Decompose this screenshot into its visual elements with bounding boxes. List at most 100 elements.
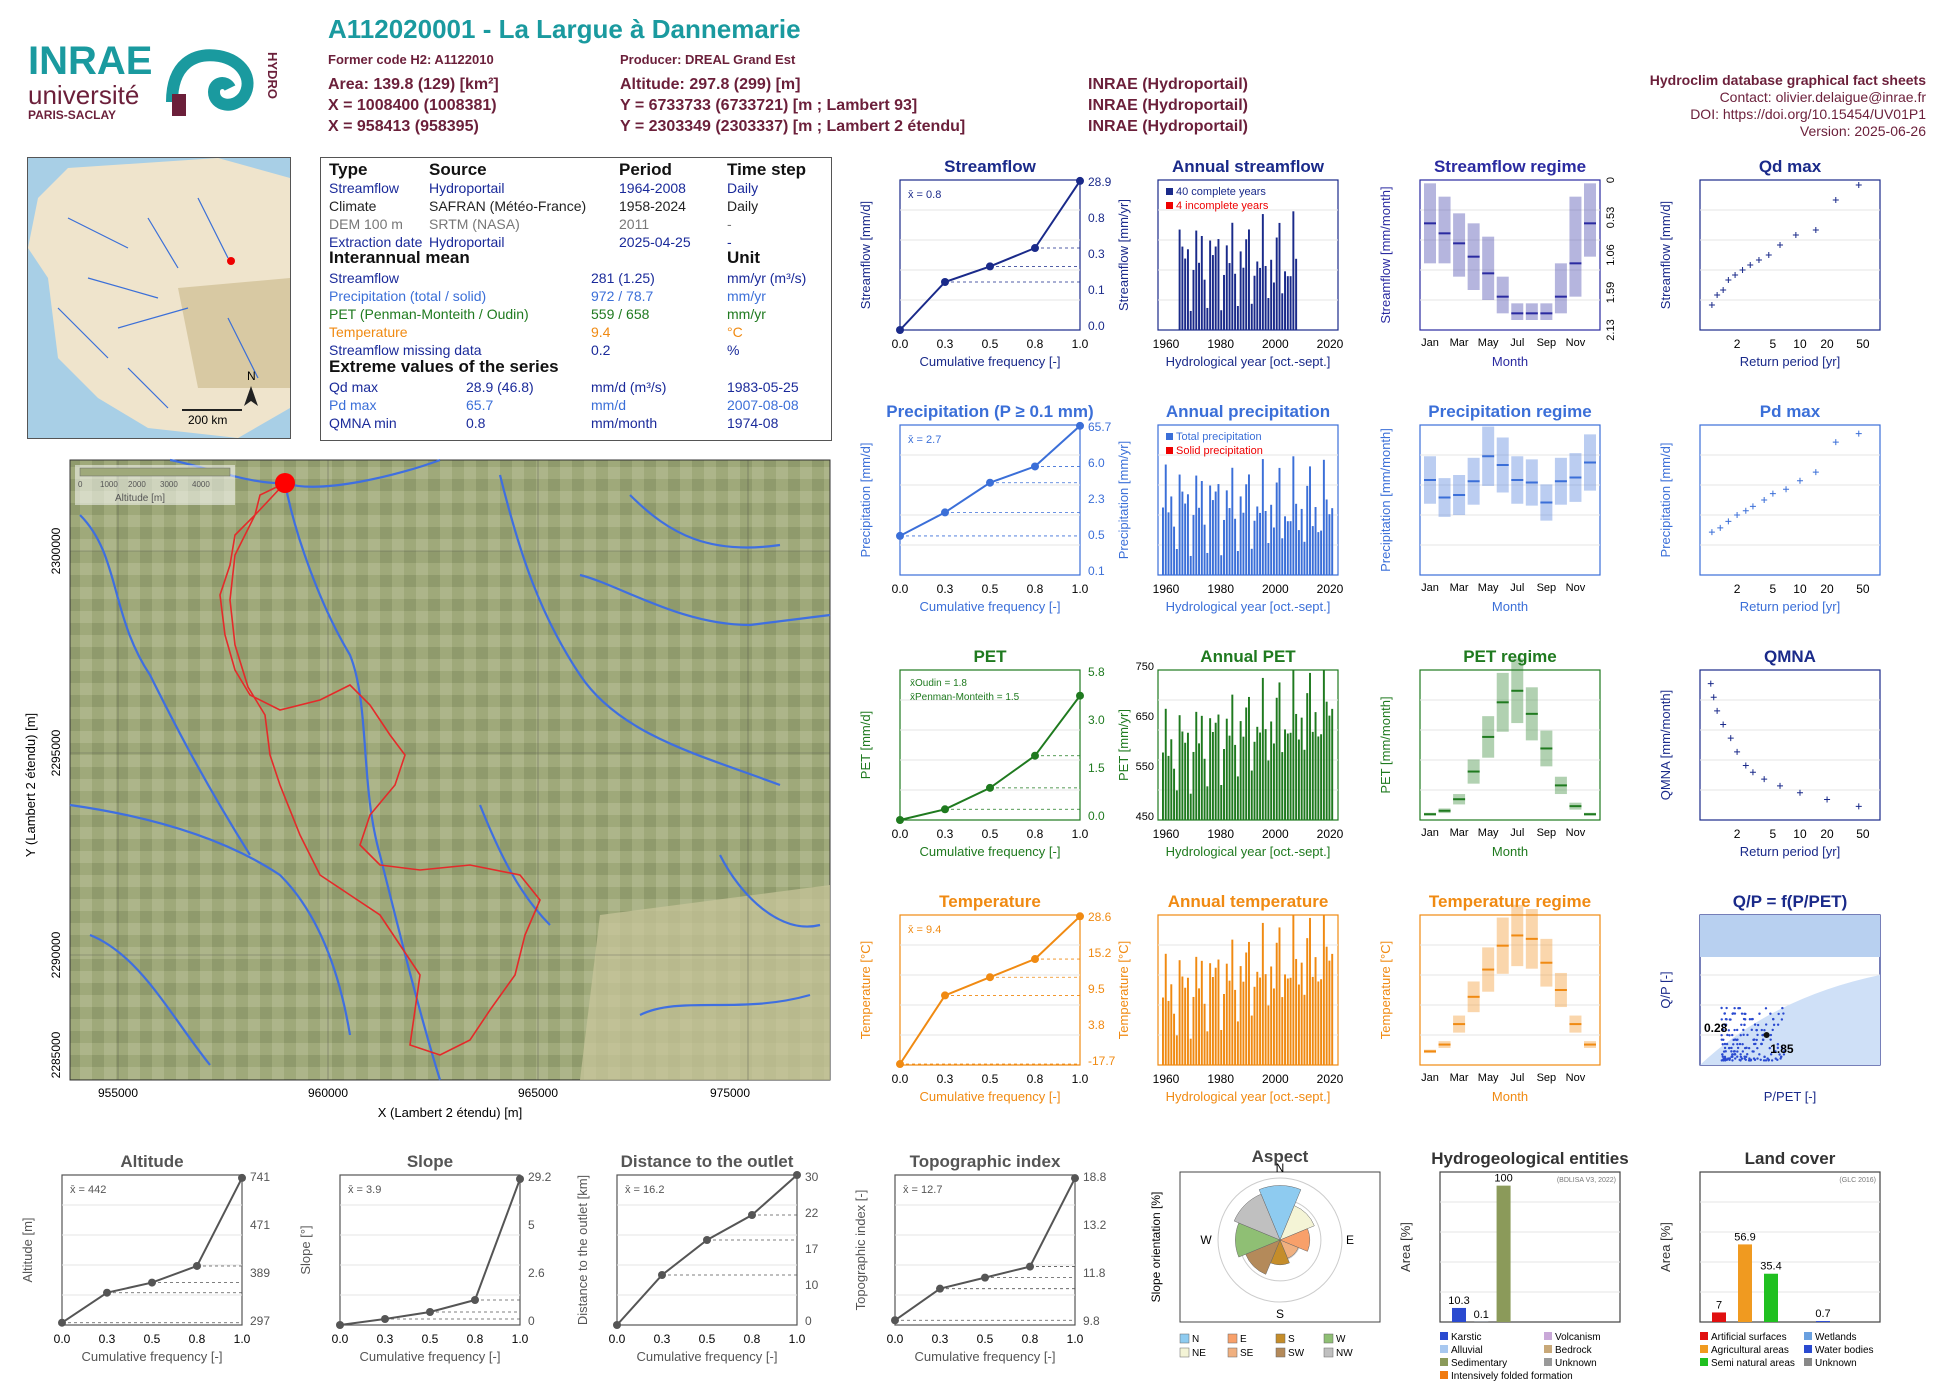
hydrogeo-legend-item: Bedrock xyxy=(1555,1345,1593,1356)
pet_regime-plot-area xyxy=(1419,669,1601,821)
temperature_regime-xtick: Mar xyxy=(1450,1072,1469,1084)
info-row-3-3: - xyxy=(727,234,732,250)
mean-row-2-1: 559 / 658 xyxy=(591,306,650,322)
info-row-0-2: 1964-2008 xyxy=(619,180,686,196)
annual_precipitation-bar xyxy=(1289,521,1292,575)
info-row-1-2: 1958-2024 xyxy=(619,198,686,214)
precipitation-right-tick: 65.7 xyxy=(1088,420,1112,434)
pd_max-chart: Pd max Precipitation [mm/d] Return period … xyxy=(1658,402,1881,614)
annual_temperature-bar xyxy=(1195,956,1198,1065)
legend-tick-4: 4000 xyxy=(192,480,210,489)
aspect-legend-item: SW xyxy=(1288,1348,1305,1359)
precipitation_regime-xtick: Nov xyxy=(1566,582,1586,594)
pd_max-xtick: 10 xyxy=(1793,582,1807,596)
aspect-legend-item: E xyxy=(1240,1334,1247,1345)
qp_f_ppet-point xyxy=(1756,1057,1759,1060)
aspect-legend-swatch xyxy=(1275,1347,1286,1358)
qd_max-point xyxy=(1714,292,1721,298)
annual_precipitation-bar xyxy=(1284,516,1287,575)
qp_f_ppet-point xyxy=(1743,1057,1746,1060)
qp_f_ppet-point xyxy=(1782,1012,1785,1015)
annual_temperature-bar xyxy=(1214,967,1217,1065)
altitude-plot-area xyxy=(61,1174,243,1326)
annual_precipitation-legend-swatch xyxy=(1166,447,1173,454)
annual_temperature-bar xyxy=(1253,986,1256,1065)
extreme-heading: Extreme values of the series xyxy=(329,357,559,376)
annual_precipitation-ylabel: Precipitation [mm/yr] xyxy=(1116,441,1131,559)
aspect-compass-label: W xyxy=(1200,1233,1212,1247)
annual_streamflow-title: Annual streamflow xyxy=(1172,157,1325,176)
aspect-sector xyxy=(1258,1185,1302,1241)
pet_regime-chart: PET regime PET [mm/month] Month Jan Mar May Ju… xyxy=(1378,647,1601,859)
streamflow-mean-label: x̄ = 0.8 xyxy=(908,189,941,201)
annual_precipitation-bar xyxy=(1173,526,1176,575)
qp_f_ppet-point xyxy=(1764,1059,1768,1062)
streamflow-xtick: 1.0 xyxy=(1072,337,1089,351)
qd_max-point xyxy=(1855,182,1862,188)
hydrogeo-legend-swatch xyxy=(1440,1371,1448,1379)
temperature-xtick: 0.5 xyxy=(982,1072,999,1086)
annual_pet-bar xyxy=(1170,739,1173,820)
annual_temperature-bar xyxy=(1311,976,1314,1065)
annual_streamflow-bar xyxy=(1284,271,1287,330)
qp_f_ppet-point xyxy=(1742,1028,1745,1032)
qp_f_ppet-point xyxy=(1746,1053,1749,1056)
inrae-text: INRAE xyxy=(28,39,153,83)
annual_precipitation-bar xyxy=(1286,521,1289,575)
annual_streamflow-bar xyxy=(1278,222,1281,330)
streamflow_regime-right-tick: 0.53 xyxy=(1605,207,1617,228)
slope-right-tick: 2.6 xyxy=(528,1266,545,1280)
qp_f_ppet-point xyxy=(1726,1033,1729,1037)
streamflow_regime-xtick: Jul xyxy=(1510,337,1524,349)
qp_f_ppet-point xyxy=(1732,1038,1735,1042)
qp_f_ppet-point xyxy=(1769,1053,1773,1056)
streamflow-plot-area xyxy=(899,179,1081,331)
extreme-row-0-0: Qd max xyxy=(329,379,379,395)
precipitation_regime-title: Precipitation regime xyxy=(1428,402,1591,421)
precipitation-right-tick: 2.3 xyxy=(1088,492,1105,506)
annual_temperature-bar xyxy=(1295,958,1298,1065)
qmna-point xyxy=(1707,680,1714,687)
hydro-text: HYDRO xyxy=(265,52,280,99)
annual_precipitation-bar xyxy=(1256,506,1259,575)
qp_f_ppet-point xyxy=(1729,1018,1732,1021)
qp_f_ppet-point xyxy=(1720,1038,1723,1041)
col-source: Source xyxy=(429,160,487,179)
annual_temperature-bar xyxy=(1267,1005,1270,1065)
topographic-mean-label: x̄ = 12.7 xyxy=(903,1184,942,1196)
pet-xtick: 0.3 xyxy=(937,827,954,841)
distance-chart: Distance to the outlet Distance to the ou… xyxy=(575,1152,819,1364)
annual_streamflow-bar xyxy=(1231,222,1234,330)
landcover-bar xyxy=(1764,1273,1778,1322)
distance-right-tick: 10 xyxy=(805,1278,819,1292)
annual_streamflow-bar xyxy=(1264,265,1267,330)
topographic-xtick: 0.5 xyxy=(977,1332,994,1346)
altitude-xlabel: Cumulative frequency [-] xyxy=(82,1349,223,1364)
temperature-xtick: 1.0 xyxy=(1072,1072,1089,1086)
hydrogeo-legend-item: Unknown xyxy=(1555,1358,1597,1369)
annual_pet-bar xyxy=(1239,721,1242,820)
qp_f_ppet-point xyxy=(1733,1006,1736,1010)
annual_precipitation-bar xyxy=(1214,491,1217,575)
qp_f_ppet-point xyxy=(1772,1017,1775,1021)
y-l93: Y = 6733733 (6733721) [m ; Lambert 93] xyxy=(620,97,918,114)
info-row-3-1: Hydroportail xyxy=(429,234,505,250)
qd_max-point xyxy=(1765,252,1772,258)
legend-tick-0: 0 xyxy=(78,480,83,489)
map-ytick-1: 2295000 xyxy=(49,729,63,776)
qp_f_ppet-point xyxy=(1769,1012,1772,1015)
temperature_regime-xtick: May xyxy=(1478,1072,1499,1084)
temperature_regime-xtick: Jul xyxy=(1510,1072,1524,1084)
annual_pet-bar xyxy=(1200,715,1203,820)
annual_temperature-bar xyxy=(1186,977,1189,1065)
extreme-row-1-0: Pd max xyxy=(329,397,377,413)
annual_precipitation-bar xyxy=(1322,459,1325,575)
mean-row-1-0: Precipitation (total / solid) xyxy=(329,288,487,304)
annual_temperature-bar xyxy=(1173,1013,1176,1065)
annual_precipitation-chart: Annual precipitation Precipitation [mm/yr… xyxy=(1116,402,1344,614)
qp_f_ppet-point xyxy=(1723,1055,1727,1059)
qp_f_ppet-point xyxy=(1776,1046,1780,1050)
precipitation-right-tick: 6.0 xyxy=(1088,456,1105,470)
annual_pet-bar xyxy=(1223,748,1225,820)
streamflow-xtick: 0.8 xyxy=(1027,337,1044,351)
